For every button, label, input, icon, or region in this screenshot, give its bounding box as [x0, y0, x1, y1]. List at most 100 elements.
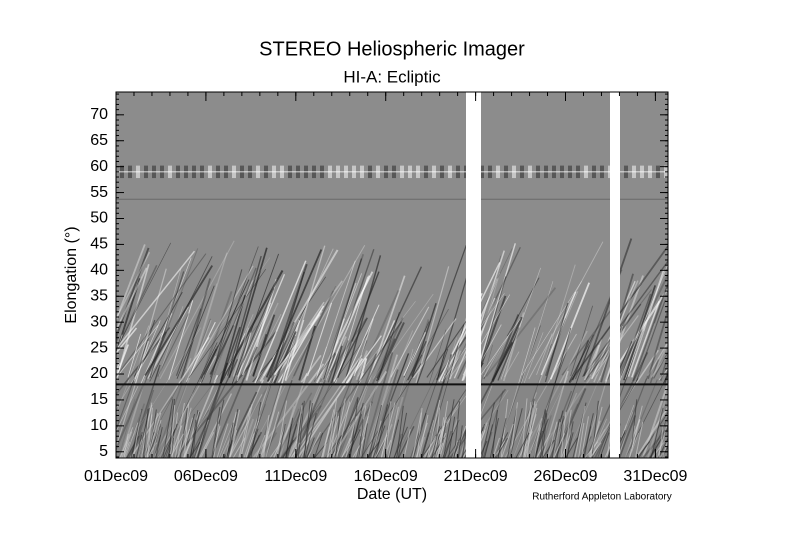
inner-streak — [397, 412, 408, 458]
streak — [358, 358, 368, 382]
streak — [426, 314, 471, 378]
y-axis-label: Elongation (°) — [63, 226, 80, 323]
streak — [410, 348, 449, 458]
data-gap — [610, 92, 620, 458]
y-tick-label: 40 — [90, 262, 108, 279]
streak — [158, 319, 212, 458]
streak — [632, 322, 656, 384]
inner-streak — [282, 439, 294, 458]
streak — [583, 238, 633, 377]
streak — [58, 411, 73, 458]
streak — [496, 327, 536, 458]
streak — [578, 436, 592, 458]
streak — [266, 324, 311, 383]
streak — [412, 318, 457, 379]
streak — [410, 354, 423, 377]
streak — [544, 302, 569, 383]
y-tick-label: 10 — [90, 417, 108, 434]
inner-streak — [358, 402, 372, 458]
streak — [523, 332, 544, 384]
inner-streak — [588, 420, 601, 458]
inner-streak — [313, 432, 324, 458]
streak — [297, 358, 364, 458]
streak — [236, 288, 275, 376]
streak — [617, 412, 634, 458]
streak — [158, 318, 212, 458]
inner-streak — [412, 412, 427, 458]
streak — [267, 280, 343, 384]
streak — [540, 291, 577, 376]
streak — [179, 278, 211, 385]
streak — [485, 287, 557, 377]
inner-streak — [184, 411, 200, 458]
inner-streak — [509, 408, 523, 458]
streak — [143, 257, 192, 384]
inner-streak — [167, 398, 176, 458]
inner-streak — [130, 408, 143, 458]
streak — [300, 354, 322, 383]
streak — [635, 299, 666, 382]
inner-streak — [416, 407, 423, 458]
inner-streak — [341, 437, 351, 458]
streak — [625, 320, 647, 380]
plot-image — [58, 92, 668, 458]
streak — [274, 392, 313, 458]
inner-streak — [171, 412, 179, 458]
inner-streak — [326, 415, 340, 458]
streak — [65, 429, 76, 458]
streak — [273, 310, 323, 376]
streak — [451, 341, 514, 458]
streak — [326, 373, 364, 458]
streak — [386, 319, 430, 458]
streak — [273, 331, 297, 384]
inner-streak — [650, 407, 664, 458]
streak — [367, 275, 406, 382]
streak — [366, 266, 423, 385]
streak — [588, 338, 603, 377]
streak — [615, 375, 649, 458]
y-tick-label: 60 — [90, 158, 108, 175]
streak — [285, 402, 304, 458]
streak — [361, 352, 394, 458]
streak — [395, 365, 442, 458]
inner-streak — [162, 398, 174, 458]
streak — [293, 353, 337, 458]
streak — [276, 408, 300, 458]
streak — [650, 353, 668, 379]
inner-streak — [574, 405, 586, 458]
inner-streak — [388, 419, 400, 458]
streak — [127, 333, 142, 378]
streak — [330, 370, 388, 458]
inner-streak — [636, 441, 651, 458]
streak — [585, 402, 612, 458]
streak — [491, 314, 520, 381]
x-tick-label: 26Dec09 — [533, 468, 597, 485]
inner-streak — [599, 432, 610, 458]
streak — [267, 263, 308, 382]
inner-streak — [288, 441, 298, 458]
streak — [582, 260, 668, 378]
inner-streak — [200, 432, 215, 458]
y-tick-label: 45 — [90, 236, 108, 253]
streak — [118, 398, 136, 458]
inner-streak — [375, 404, 389, 458]
streak — [180, 257, 271, 382]
streak — [133, 268, 167, 382]
streak — [337, 271, 380, 379]
streak — [407, 340, 427, 381]
streak — [570, 305, 594, 377]
inner-streak — [320, 420, 333, 458]
streak — [631, 300, 661, 378]
inner-streak — [444, 432, 454, 458]
inner-streak — [540, 410, 547, 458]
inner-streak — [121, 431, 133, 458]
streak — [355, 350, 368, 381]
streak — [313, 351, 336, 382]
streak — [618, 415, 637, 458]
inner-streak — [457, 425, 463, 458]
inner-streak — [552, 422, 561, 458]
streak — [316, 346, 327, 377]
streak — [447, 350, 462, 381]
streak — [144, 265, 214, 376]
streak — [252, 314, 276, 377]
